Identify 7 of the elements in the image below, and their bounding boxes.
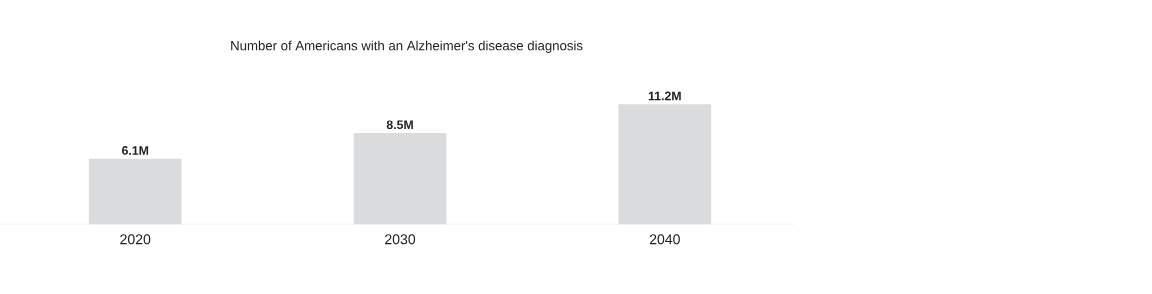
data-label: 6.1M (122, 146, 149, 155)
chart-title: Number of Americans with an Alzheimer's disease diagnosis (231, 40, 583, 53)
data-label: 8.5M (386, 120, 413, 130)
x-tick-label: 2040 (649, 234, 680, 245)
x-tick-label: 2020 (120, 234, 151, 245)
data-label: 11.2M (648, 91, 681, 101)
x-tick-label: 2030 (385, 234, 416, 245)
